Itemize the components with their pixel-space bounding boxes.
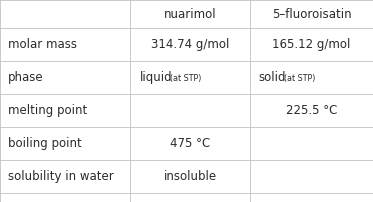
Text: solid: solid bbox=[258, 71, 285, 84]
Text: insoluble: insoluble bbox=[163, 170, 217, 183]
Text: boiling point: boiling point bbox=[8, 137, 82, 150]
Text: melting point: melting point bbox=[8, 104, 87, 117]
Text: (at STP): (at STP) bbox=[170, 74, 201, 83]
Text: phase: phase bbox=[8, 71, 44, 84]
Text: 225.5 °C: 225.5 °C bbox=[286, 104, 337, 117]
Text: 314.74 g/mol: 314.74 g/mol bbox=[151, 38, 229, 51]
Text: nuarimol: nuarimol bbox=[164, 7, 216, 20]
Text: molar mass: molar mass bbox=[8, 38, 77, 51]
Text: solubility in water: solubility in water bbox=[8, 170, 114, 183]
Text: 5–fluoroisatin: 5–fluoroisatin bbox=[272, 7, 351, 20]
Text: 165.12 g/mol: 165.12 g/mol bbox=[272, 38, 351, 51]
Text: (at STP): (at STP) bbox=[284, 74, 316, 83]
Text: liquid: liquid bbox=[140, 71, 173, 84]
Text: 475 °C: 475 °C bbox=[170, 137, 210, 150]
